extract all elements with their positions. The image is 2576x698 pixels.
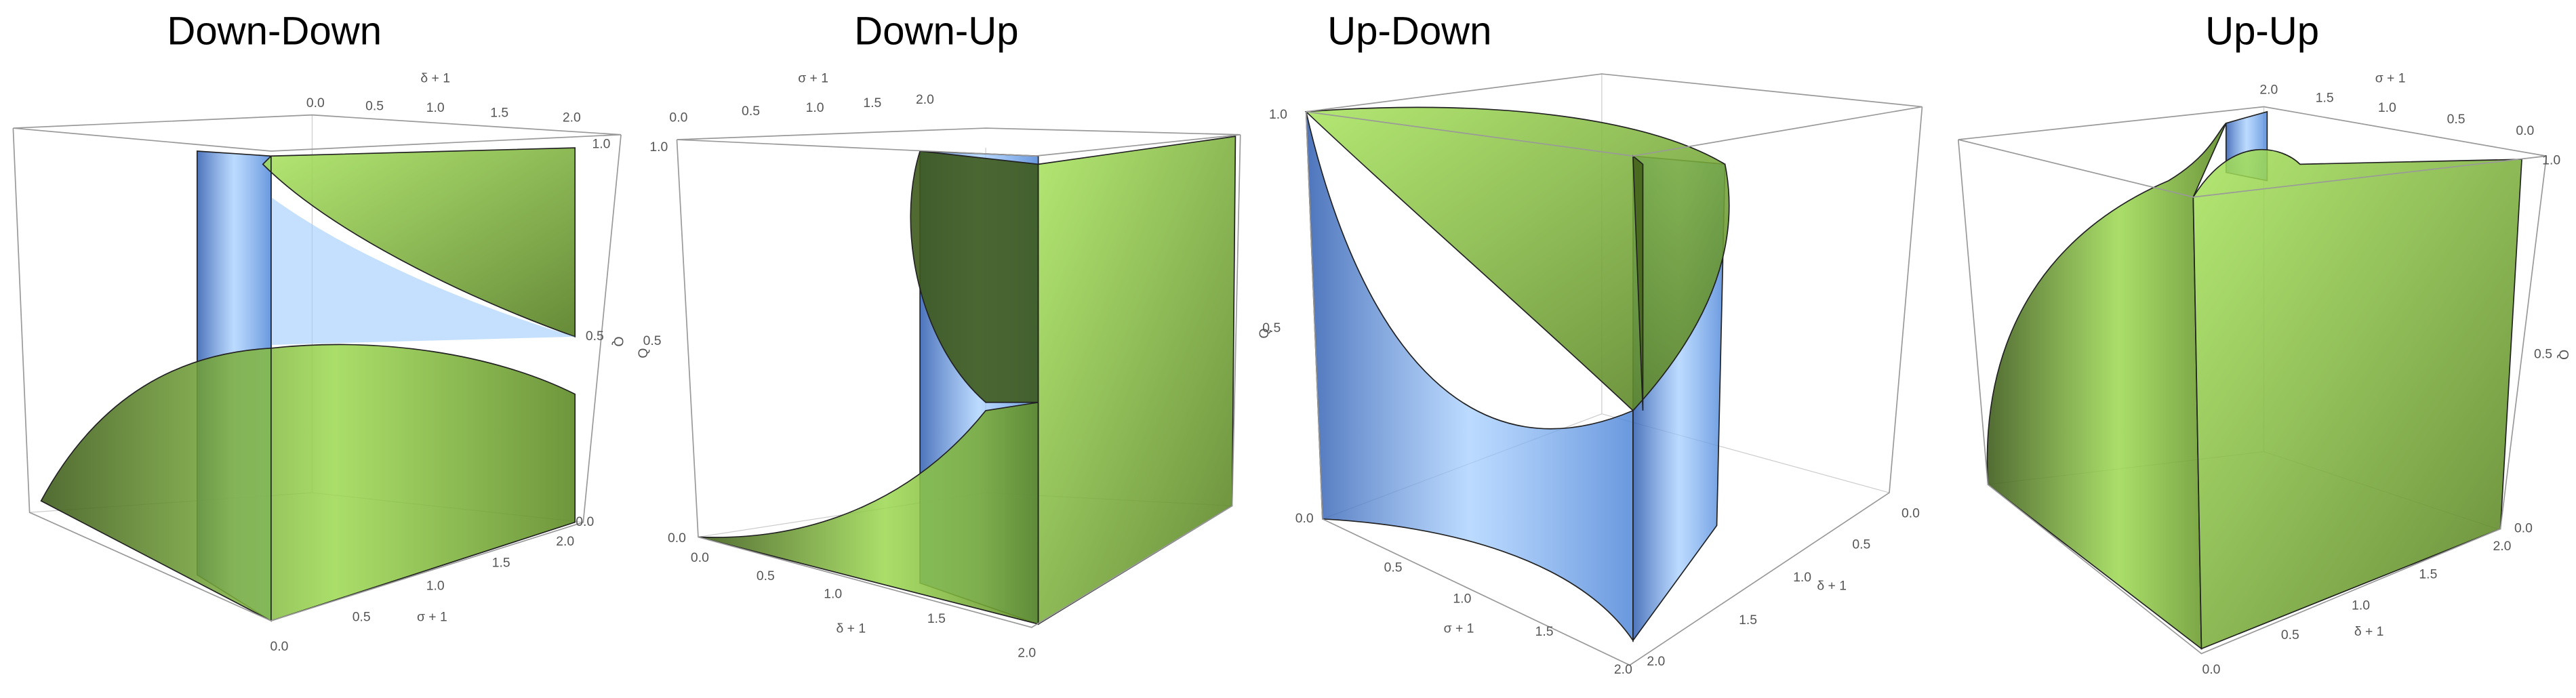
axis-label: σ + 1 <box>417 609 447 624</box>
tick-label: 1.5 <box>490 105 508 120</box>
tick-label: 0.5 <box>1852 537 1870 552</box>
panel-title: Down-Down <box>167 9 382 53</box>
axis-label: δ + 1 <box>420 70 450 85</box>
tick-label: 2.0 <box>1647 654 1665 669</box>
tick-label: 0.5 <box>365 99 384 114</box>
tick-label: 0.0 <box>576 514 594 529</box>
tick-label: 0.5 <box>1262 321 1281 335</box>
panel: Down-Down δ + 1 0.0 0.5 1.0 1.5 2.0 Q 1.… <box>12 9 626 654</box>
axis-label: σ + 1 <box>798 70 828 85</box>
tick-label: 1.0 <box>1793 570 1811 585</box>
tick-label: 1.0 <box>2352 598 2370 613</box>
tick-label: 0.5 <box>643 333 662 348</box>
panel: Up-Down Q 1.0 0.5 0.0 σ + 1 0.5 1.0 1.5 … <box>1257 9 1923 677</box>
tick-label: 2.0 <box>2259 82 2278 97</box>
surface <box>1986 123 2227 651</box>
box <box>1957 106 2548 655</box>
axis-label: δ + 1 <box>2354 624 2384 639</box>
tick-label: 0.0 <box>669 110 687 125</box>
tick-label: 0.5 <box>353 609 371 624</box>
tick-label: 0.0 <box>691 550 709 565</box>
surface <box>1304 106 1730 412</box>
tick-label: 1.5 <box>927 611 946 626</box>
tick-label: 1.5 <box>1739 613 1757 628</box>
tick-label: 0.0 <box>306 96 325 110</box>
surface <box>2192 148 2522 650</box>
axis-label: δ + 1 <box>1817 578 1847 593</box>
tick-label: 1.5 <box>863 96 881 110</box>
tick-label: 0.5 <box>742 104 760 119</box>
panel-title: Up-Down <box>1327 9 1491 53</box>
surface <box>698 401 1039 625</box>
tick-label: 2.0 <box>556 534 574 549</box>
axis-label: Q <box>636 348 651 358</box>
box <box>676 127 1241 628</box>
axis-label: Q <box>611 337 626 347</box>
tick-label: 0.0 <box>270 639 289 654</box>
tick-label: 0.5 <box>586 329 604 344</box>
tick-label: 2.0 <box>563 110 581 125</box>
tick-label: 0.5 <box>2534 347 2552 362</box>
panel: Down-Up σ + 1 0.0 0.5 1.0 1.5 2.0 Q 1.0 … <box>636 9 1241 661</box>
surface <box>910 150 1039 403</box>
tick-label: 1.0 <box>824 586 842 601</box>
tick-label: 0.0 <box>668 531 686 546</box>
surface <box>270 197 576 345</box>
axis-label: Q <box>2556 350 2571 360</box>
tick-label: 0.0 <box>2516 123 2534 138</box>
surface <box>1037 136 1236 625</box>
panel: Up-Up σ + 1 2.0 1.5 1.0 0.5 0.0 Q 1.0 0.… <box>1957 9 2571 677</box>
axis-label: Q <box>1257 328 1272 338</box>
surface <box>1632 155 1644 411</box>
tick-label: 0.0 <box>1295 511 1314 526</box>
tick-label: 2.0 <box>1018 646 1036 661</box>
tick-label: 1.5 <box>492 555 510 570</box>
tick-label: 1.0 <box>1453 592 1471 607</box>
panel-title: Down-Up <box>854 9 1018 53</box>
axis-label: σ + 1 <box>2375 70 2406 85</box>
tick-label: 0.5 <box>2281 628 2299 642</box>
surface <box>40 344 576 622</box>
tick-label: 2.0 <box>2493 539 2511 554</box>
tick-label: 1.0 <box>426 578 445 593</box>
tick-label: 1.0 <box>592 136 611 151</box>
tick-label: 1.5 <box>1535 624 1554 639</box>
axis-label: δ + 1 <box>837 621 866 636</box>
box <box>1305 73 1923 666</box>
axis-label: σ + 1 <box>1444 621 1474 636</box>
tick-label: 1.0 <box>649 140 668 155</box>
tick-label: 2.0 <box>916 92 934 107</box>
tick-label: 1.0 <box>2542 153 2560 168</box>
surface <box>1305 111 1634 642</box>
tick-label: 2.0 <box>1614 662 1632 677</box>
panel-title: Up-Up <box>2205 9 2319 53</box>
surface <box>262 147 576 338</box>
tick-label: 0.0 <box>1901 506 1920 521</box>
tick-label: 1.5 <box>2316 91 2334 106</box>
box <box>12 114 622 621</box>
tick-label: 0.5 <box>1384 560 1403 575</box>
tick-label: 0.0 <box>2514 520 2533 535</box>
tick-label: 0.5 <box>757 569 775 583</box>
tick-label: 0.5 <box>2447 112 2466 127</box>
tick-label: 1.0 <box>1269 107 1287 122</box>
tick-label: 0.0 <box>2202 662 2221 677</box>
tick-label: 1.5 <box>2419 567 2437 581</box>
tick-label: 1.0 <box>806 100 824 115</box>
tick-label: 1.0 <box>2378 100 2396 115</box>
tick-label: 1.0 <box>426 100 445 115</box>
